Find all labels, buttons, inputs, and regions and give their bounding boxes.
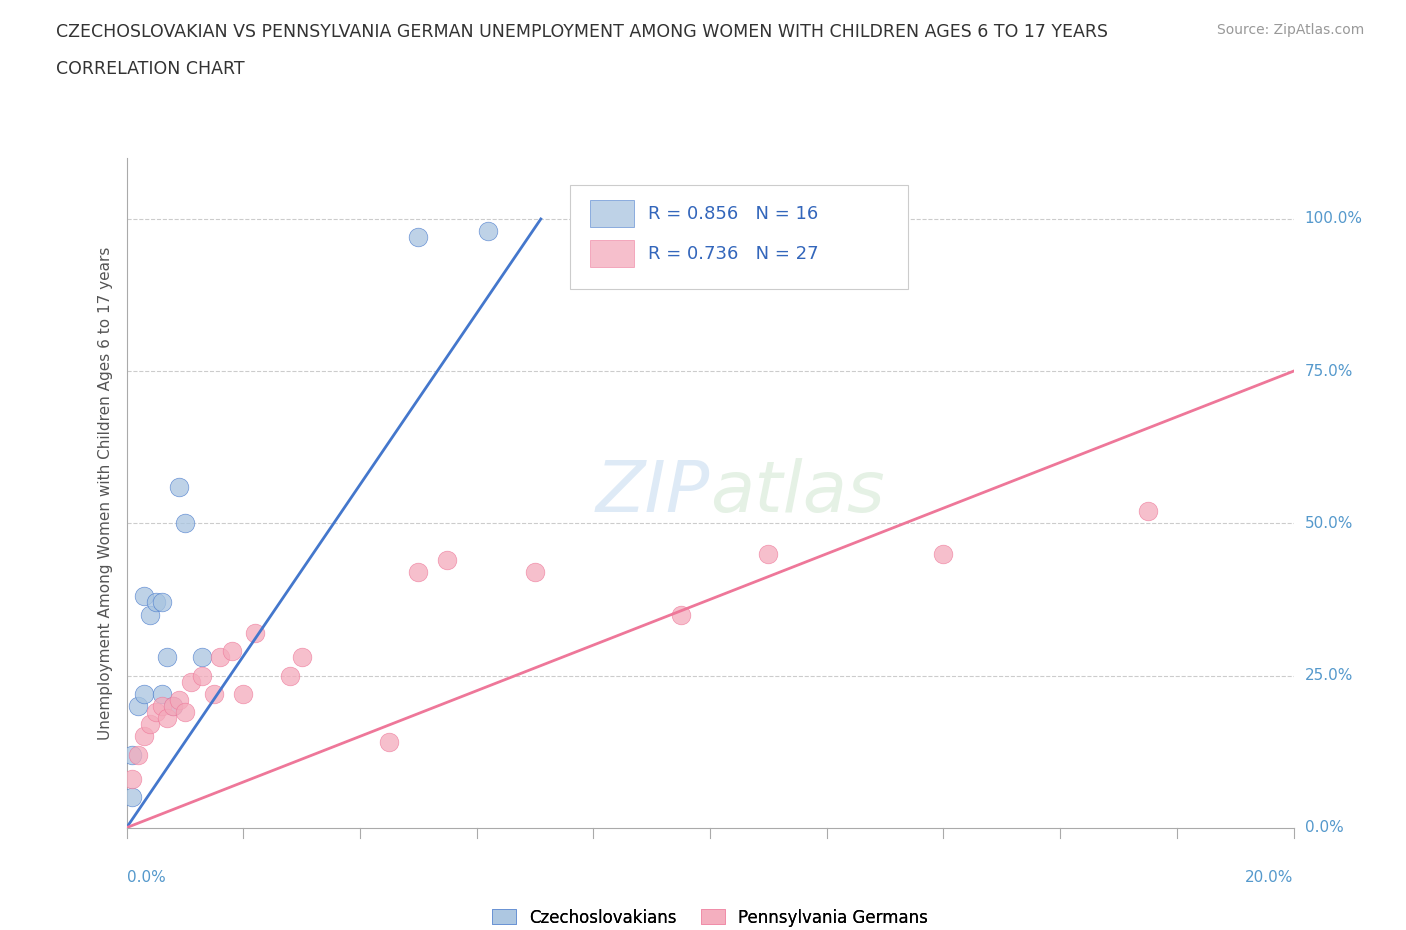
Y-axis label: Unemployment Among Women with Children Ages 6 to 17 years: Unemployment Among Women with Children A…: [97, 246, 112, 739]
Point: [145, 595, 167, 610]
Text: CZECHOSLOVAKIAN VS PENNSYLVANIA GERMAN UNEMPLOYMENT AMONG WOMEN WITH CHILDREN AG: CZECHOSLOVAKIAN VS PENNSYLVANIA GERMAN U…: [56, 23, 1108, 41]
Point: [1136, 504, 1159, 519]
Point: [191, 668, 214, 683]
Point: [477, 224, 499, 239]
Point: [174, 705, 197, 720]
FancyBboxPatch shape: [591, 200, 634, 227]
Text: 0.0%: 0.0%: [1305, 820, 1343, 835]
Point: [191, 650, 214, 665]
Point: [243, 626, 266, 641]
Point: [121, 772, 143, 787]
Point: [524, 565, 547, 579]
Point: [408, 230, 430, 245]
FancyBboxPatch shape: [569, 185, 908, 288]
Point: [150, 698, 173, 713]
Text: atlas: atlas: [710, 458, 884, 527]
Point: [150, 686, 173, 701]
Point: [132, 589, 155, 604]
Point: [408, 565, 430, 579]
Point: [121, 790, 143, 804]
Point: [378, 735, 401, 750]
Point: [221, 644, 243, 658]
Point: [156, 711, 179, 725]
Point: [932, 546, 955, 561]
Point: [167, 479, 190, 494]
Text: CORRELATION CHART: CORRELATION CHART: [56, 60, 245, 78]
Point: [756, 546, 779, 561]
Point: [162, 698, 184, 713]
Point: [162, 698, 184, 713]
Point: [278, 668, 301, 683]
Point: [132, 686, 155, 701]
Text: ZIP: ZIP: [596, 458, 710, 527]
FancyBboxPatch shape: [591, 241, 634, 267]
Point: [202, 686, 225, 701]
Text: R = 0.736   N = 27: R = 0.736 N = 27: [648, 245, 818, 263]
Point: [132, 729, 155, 744]
Point: [121, 747, 143, 762]
Point: [174, 516, 197, 531]
Text: 50.0%: 50.0%: [1305, 516, 1353, 531]
Point: [290, 650, 312, 665]
Text: 25.0%: 25.0%: [1305, 668, 1353, 683]
Point: [139, 717, 162, 732]
Text: Source: ZipAtlas.com: Source: ZipAtlas.com: [1216, 23, 1364, 37]
Point: [127, 698, 149, 713]
Point: [156, 650, 179, 665]
Point: [669, 607, 692, 622]
Legend: Czechoslovakians, Pennsylvania Germans: Czechoslovakians, Pennsylvania Germans: [485, 902, 935, 930]
Point: [145, 705, 167, 720]
Point: [139, 607, 162, 622]
Text: 100.0%: 100.0%: [1305, 211, 1362, 227]
Text: 20.0%: 20.0%: [1246, 870, 1294, 884]
Text: R = 0.856   N = 16: R = 0.856 N = 16: [648, 205, 818, 222]
Point: [150, 595, 173, 610]
Text: 75.0%: 75.0%: [1305, 364, 1353, 379]
Point: [232, 686, 254, 701]
Text: 0.0%: 0.0%: [127, 870, 166, 884]
Point: [167, 693, 190, 708]
Point: [208, 650, 231, 665]
Point: [180, 674, 202, 689]
Point: [436, 552, 458, 567]
Point: [127, 747, 149, 762]
